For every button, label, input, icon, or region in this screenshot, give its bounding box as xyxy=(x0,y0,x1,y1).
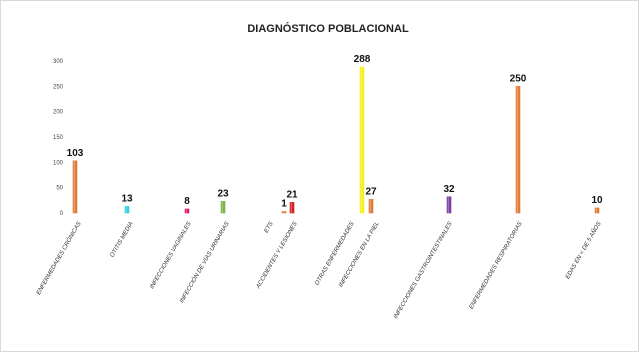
x-tick-label-line: ENFERMEDADES CRÓNICAS xyxy=(35,221,83,297)
bar-highlight xyxy=(282,211,284,213)
data-label: 23 xyxy=(217,188,229,199)
x-tick-label: ETS xyxy=(264,221,275,234)
y-tick-label: 250 xyxy=(53,84,64,90)
data-label: 32 xyxy=(443,184,455,195)
x-tick-label-line: ACCIDENTES Y LESIONES xyxy=(255,221,299,291)
data-label: 250 xyxy=(510,73,527,84)
bar-highlight xyxy=(447,196,449,213)
category-labels: ENFERMEDADES CRÓNICAS OTITIS MEDIA INFECCI… xyxy=(35,221,603,320)
bars xyxy=(72,66,600,214)
bar xyxy=(184,208,190,214)
x-tick-label-line: INFECCIONES VAGINALES xyxy=(149,221,192,290)
data-label: 1 xyxy=(281,199,287,210)
x-tick-label: ENFERMEDADES RESPIRATORIAS xyxy=(469,221,524,310)
bar xyxy=(72,160,78,214)
y-tick-label: 0 xyxy=(60,211,64,217)
x-tick-label-line: INFECCIONES GASTROINTESTINALES xyxy=(393,221,454,320)
bar xyxy=(289,202,295,214)
x-tick-label-line: ETS xyxy=(264,221,275,234)
bar xyxy=(515,86,521,214)
y-tick-label: 150 xyxy=(53,135,64,141)
bar-highlight xyxy=(221,201,223,213)
data-label: 21 xyxy=(286,189,298,200)
bar xyxy=(220,201,226,214)
bar xyxy=(281,211,287,214)
chart-title: DIAGNÓSTICO POBLACIONAL xyxy=(247,22,409,35)
y-tick-label: 100 xyxy=(53,160,64,166)
data-label: 13 xyxy=(121,193,133,204)
bar xyxy=(446,196,452,214)
data-label: 10 xyxy=(591,195,603,206)
data-label: 8 xyxy=(184,196,190,207)
bar xyxy=(359,66,365,214)
bar-highlight xyxy=(290,202,292,213)
bar xyxy=(594,207,600,214)
x-tick-label-line: OTITIS MEDIA xyxy=(110,221,135,259)
bar-highlight xyxy=(185,208,187,213)
x-tick-label: INFECCIONES VAGINALES xyxy=(149,221,192,290)
bar-highlight xyxy=(595,207,597,213)
y-tick-label: 50 xyxy=(56,186,63,192)
x-tick-label: EDAS EN < DE 5 AÑOS xyxy=(564,221,603,281)
x-tick-label: ENFERMEDADES CRÓNICAS xyxy=(35,221,83,297)
y-tick-label: 200 xyxy=(53,110,64,116)
y-tick-label: 300 xyxy=(53,59,64,65)
bar xyxy=(124,206,130,214)
bar-highlight xyxy=(73,160,75,213)
bar-highlight xyxy=(125,206,127,213)
bar-highlight xyxy=(516,86,518,213)
data-label: 103 xyxy=(67,148,84,159)
bar xyxy=(368,199,374,214)
bar-highlight xyxy=(360,67,362,213)
bar-highlight xyxy=(369,199,371,213)
data-labels: 103 13 8 23 121 288 27 32 250 10 xyxy=(67,54,603,209)
data-label: 288 xyxy=(354,54,371,65)
x-tick-label-line: ENFERMEDADES RESPIRATORIAS xyxy=(469,221,524,310)
x-tick-label: OTITIS MEDIA xyxy=(110,221,135,259)
x-tick-label: ACCIDENTES Y LESIONES xyxy=(255,221,299,291)
x-tick-label: INFECCIONES GASTROINTESTINALES xyxy=(393,221,454,320)
y-axis: 0 50 100 150 200 250 300 xyxy=(53,59,64,217)
x-tick-label-line: EDAS EN < DE 5 AÑOS xyxy=(564,221,603,281)
data-label: 27 xyxy=(365,186,377,197)
